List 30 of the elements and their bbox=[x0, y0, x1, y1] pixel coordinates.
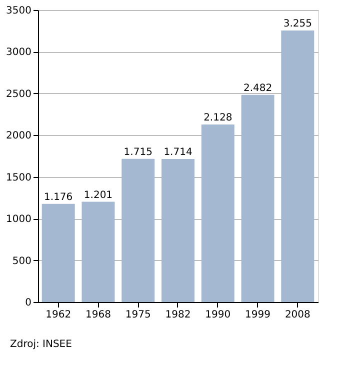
bar bbox=[281, 30, 314, 302]
bar bbox=[82, 202, 115, 302]
data-label: 1.714 bbox=[164, 147, 192, 158]
x-tick-label: 2008 bbox=[284, 310, 310, 320]
data-label: 2.482 bbox=[243, 82, 272, 94]
bar bbox=[201, 124, 234, 302]
x-tick-label: 1982 bbox=[165, 310, 191, 320]
y-tick-label: 3500 bbox=[6, 6, 32, 16]
bar bbox=[162, 159, 194, 302]
x-tick-label: 1990 bbox=[205, 310, 231, 320]
text: Zdroj: INSEE bbox=[10, 339, 72, 350]
bar bbox=[42, 204, 75, 302]
y-tick-label: 3000 bbox=[6, 47, 32, 58]
x-tick-label: 1968 bbox=[86, 310, 111, 320]
y-tick-label: 2500 bbox=[6, 88, 32, 100]
y-tick-label: 1500 bbox=[6, 172, 32, 184]
data-label: 2.128 bbox=[204, 112, 232, 124]
data-label: 1.176 bbox=[44, 192, 73, 203]
y-tick-label: 2000 bbox=[6, 130, 32, 142]
x-tick-label: 1999 bbox=[245, 310, 270, 320]
y-tick-label: 500 bbox=[12, 256, 32, 267]
data-label: 3.255 bbox=[283, 18, 312, 30]
data-label: 1.201 bbox=[84, 190, 113, 201]
y-tick-label: 0 bbox=[25, 298, 32, 308]
bar bbox=[122, 158, 155, 302]
x-tick-label: 1962 bbox=[46, 310, 72, 320]
bar bbox=[241, 94, 274, 302]
data-label: 1.715 bbox=[124, 146, 152, 158]
x-tick-label: 1975 bbox=[125, 310, 151, 320]
y-tick-label: 1000 bbox=[6, 214, 32, 226]
